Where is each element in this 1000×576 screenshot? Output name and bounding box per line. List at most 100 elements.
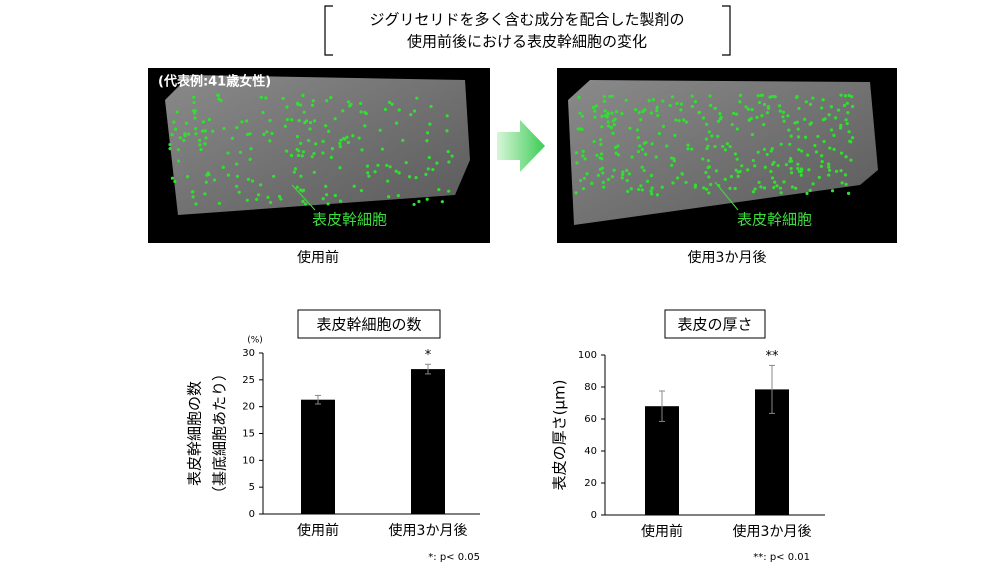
cell-dot: [401, 138, 405, 142]
cell-dot: [674, 118, 678, 122]
cell-dot: [736, 174, 740, 179]
cell-dot: [846, 191, 851, 195]
cell-dot: [788, 159, 792, 163]
cell-dot: [719, 115, 723, 119]
cell-dot: [811, 96, 815, 100]
cell-dot: [730, 122, 734, 127]
cell-dot: [435, 161, 439, 165]
cell-dot: [192, 109, 196, 113]
cell-dot: [789, 171, 794, 175]
cell-dot: [644, 152, 648, 156]
cell-dot: [194, 126, 198, 131]
cell-dot: [723, 177, 727, 181]
cell-dot: [610, 111, 614, 115]
cell-dot: [295, 134, 300, 139]
cell-dot: [324, 124, 328, 128]
cell-dot: [321, 139, 325, 143]
cell-dot: [765, 152, 769, 157]
cell-dot: [606, 120, 610, 124]
cell-dot: [849, 158, 853, 162]
cell-dot: [776, 163, 780, 168]
cell-dot: [329, 155, 333, 159]
cell-dot: [799, 170, 803, 174]
cell-dot: [717, 183, 721, 188]
cell-dot: [757, 180, 761, 184]
cell-dot: [248, 157, 252, 161]
cell-dot: [394, 169, 398, 173]
cell-dot: [813, 143, 817, 148]
cell-dot: [725, 142, 730, 146]
cell-dot: [670, 163, 674, 167]
cell-dot: [710, 134, 714, 138]
y-tick-label: 20: [242, 402, 255, 413]
cell-dot: [428, 122, 432, 126]
cell-dot: [643, 108, 647, 112]
cell-dot: [762, 122, 766, 127]
cell-dot: [602, 185, 606, 189]
cell-dot: [738, 170, 742, 174]
cell-dot: [198, 143, 202, 147]
cell-dot: [769, 169, 773, 174]
cell-dot: [636, 149, 641, 154]
cell-dot: [301, 93, 305, 98]
cell-dot: [168, 146, 172, 151]
image-caption: 使用前: [297, 249, 339, 266]
cell-dot: [178, 136, 182, 140]
cell-dot: [844, 155, 848, 159]
cell-dot: [616, 144, 620, 148]
cell-dot: [690, 94, 694, 98]
cell-dot: [665, 144, 669, 148]
cell-dot: [338, 166, 342, 170]
cell-dot: [417, 199, 421, 204]
pointer: [291, 184, 316, 211]
cell-dot: [675, 101, 679, 106]
cell-dot: [751, 158, 755, 163]
cell-dot: [184, 121, 189, 125]
cell-dot: [601, 180, 605, 184]
footnote: **: p< 0.01: [753, 552, 810, 563]
cell-dot: [193, 116, 197, 120]
cell-dot: [779, 142, 783, 146]
cell-dot: [308, 127, 312, 131]
cell-dot: [226, 173, 231, 177]
cell-dot: [851, 136, 855, 140]
cell-dot: [829, 105, 833, 109]
cell-dot: [312, 170, 316, 174]
cell-dot: [613, 145, 618, 149]
cell-dot: [707, 191, 711, 195]
cell-dot: [744, 105, 748, 109]
cell-dot: [268, 118, 272, 123]
cell-dot: [693, 185, 697, 189]
cell-dot: [738, 93, 743, 97]
cell-dot: [679, 108, 683, 112]
cell-dot: [839, 151, 844, 155]
cell-dot: [298, 188, 303, 192]
cell-dot: [671, 181, 675, 185]
cell-dot: [581, 154, 585, 158]
cell-dot: [390, 102, 394, 106]
cell-dot: [424, 172, 428, 177]
cell-dot: [203, 142, 207, 146]
bar: [301, 399, 335, 514]
cell-dot: [803, 135, 808, 139]
cell-dot: [244, 119, 249, 123]
cell-dot: [784, 163, 788, 167]
cell-dot: [192, 100, 196, 105]
cell-dot: [782, 180, 786, 184]
cell-dot: [596, 173, 601, 177]
cell-dot: [367, 174, 371, 178]
cell-dot: [781, 115, 785, 119]
cell-dot: [277, 194, 282, 199]
cell-dot: [822, 139, 826, 144]
cell-dot: [634, 107, 638, 112]
cell-dot: [686, 147, 690, 151]
cell-dot: [650, 142, 654, 146]
cell-dot: [412, 202, 416, 207]
cell-dot: [809, 121, 813, 125]
cell-dot: [816, 134, 820, 139]
cell-dot: [299, 141, 303, 145]
cell-dot: [230, 136, 234, 140]
cell-dot: [359, 101, 363, 106]
cell-dot: [819, 164, 824, 168]
cell-dot: [293, 167, 298, 171]
